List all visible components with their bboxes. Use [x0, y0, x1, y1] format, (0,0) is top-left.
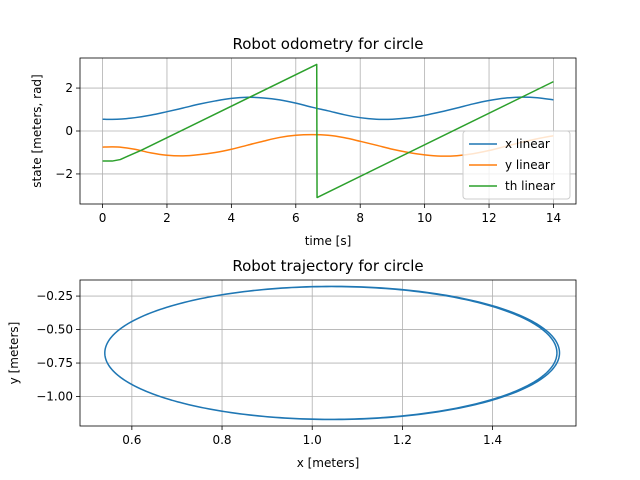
x-tick-label: 6	[292, 211, 300, 225]
y-tick-label: −0.50	[36, 323, 73, 337]
odometry-ticks: 0 2 4 6 8 10 12 14 −2 0 2	[55, 81, 561, 225]
odometry-ylabel: state [meters, rad]	[30, 74, 44, 187]
legend-label-x-linear: x linear	[505, 137, 550, 151]
y-tick-label: 2	[65, 81, 73, 95]
trajectory-title: Robot trajectory for circle	[232, 257, 423, 275]
trajectory-ticks: 0.6 0.8 1.0 1.2 1.4 −0.25 −0.50 −0.75 −1.00	[36, 289, 502, 447]
trajectory-series	[104, 285, 561, 421]
x-tick-label: 0	[99, 211, 107, 225]
y-tick-label: −2	[55, 167, 73, 181]
x-tick-label: 2	[163, 211, 171, 225]
series-line-x-linear	[102, 96, 554, 121]
x-tick-label: 14	[546, 211, 561, 225]
y-tick-label: −1.00	[36, 390, 73, 404]
trajectory-chart: Robot trajectory for circle 0.6 0.8 1.0 1.2…	[7, 257, 577, 470]
y-tick-label: −0.75	[36, 356, 73, 370]
x-tick-label: 10	[417, 211, 432, 225]
x-tick-label: 0.8	[212, 433, 231, 447]
x-tick-label: 0.6	[122, 433, 141, 447]
x-tick-label: 1.2	[393, 433, 412, 447]
x-tick-label: 1.0	[303, 433, 322, 447]
odometry-xlabel: time [s]	[305, 234, 352, 248]
odometry-chart: Robot odometry for circle 0 2 4 6 8 10 12 14−20…	[30, 35, 577, 248]
legend-frame	[462, 130, 571, 200]
x-tick-label: 8	[356, 211, 364, 225]
legend-label-th-linear: th linear	[505, 179, 555, 193]
trajectory-xlabel: x [meters]	[297, 456, 360, 470]
odometry-title: Robot odometry for circle	[233, 35, 424, 53]
trajectory-axes-frame	[79, 279, 577, 427]
x-tick-label: 4	[228, 211, 236, 225]
y-tick-label: −0.25	[36, 289, 73, 303]
odometry-legend: x linear y linear th linear	[462, 130, 571, 200]
series-line-th-linear	[102, 63, 554, 199]
x-tick-label: 12	[481, 211, 496, 225]
trajectory-grid	[80, 280, 576, 426]
y-tick-label: 0	[65, 124, 73, 138]
legend-label-y-linear: y linear	[505, 158, 550, 172]
trajectory-ylabel: y [meters]	[7, 322, 21, 385]
x-tick-label: 1.4	[483, 433, 502, 447]
trajectory-line	[104, 285, 561, 421]
